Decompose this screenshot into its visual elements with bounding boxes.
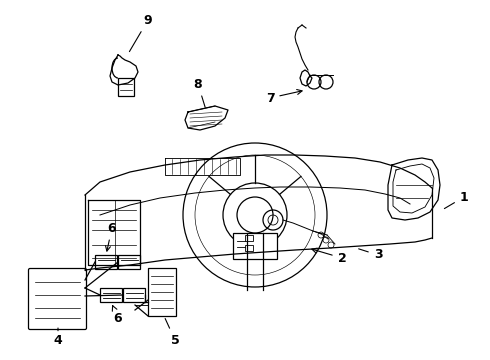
Bar [100, 288, 122, 302]
Bar [233, 233, 277, 259]
Bar [245, 235, 253, 241]
Text: 7: 7 [266, 90, 302, 104]
Bar [118, 78, 134, 96]
Bar [245, 245, 253, 251]
Bar [148, 268, 176, 316]
Bar [123, 288, 145, 302]
Text: 5: 5 [165, 319, 179, 346]
FancyBboxPatch shape [28, 269, 87, 329]
Bar [95, 255, 117, 269]
Text: 1: 1 [444, 190, 468, 208]
Text: 6: 6 [112, 306, 122, 324]
Text: 9: 9 [129, 14, 152, 51]
Bar [118, 255, 140, 269]
Text: 8: 8 [194, 77, 205, 107]
Text: 3: 3 [359, 248, 382, 261]
Text: 6: 6 [105, 221, 116, 251]
Text: 4: 4 [53, 328, 62, 346]
Text: 2: 2 [312, 248, 346, 265]
